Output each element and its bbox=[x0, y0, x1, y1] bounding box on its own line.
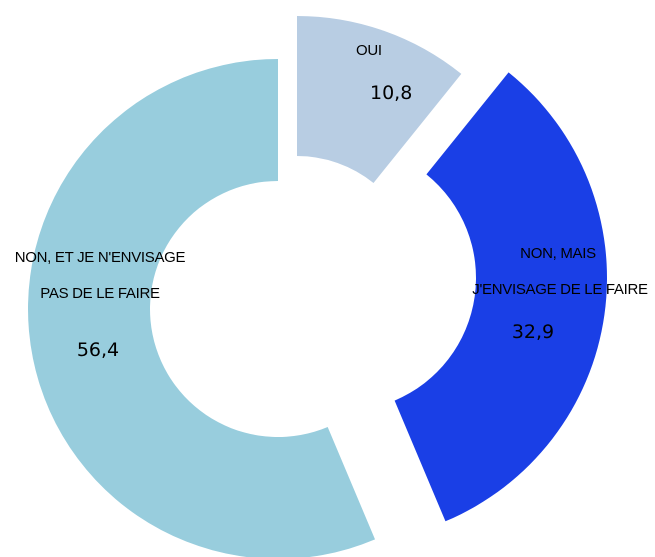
slice-1-value-label: 10,8 bbox=[370, 82, 412, 104]
donut-slice-1 bbox=[297, 16, 462, 183]
slice-2-category-label: J'ENVISAGE DE LE FAIRE bbox=[472, 281, 648, 298]
slice-2-category-label: NON, MAIS bbox=[520, 245, 596, 262]
slice-1-category-label: OUI bbox=[356, 42, 382, 59]
donut-slice-3 bbox=[28, 59, 376, 557]
slice-2-value-label: 32,9 bbox=[512, 321, 554, 343]
slice-3-value-label: 56,4 bbox=[77, 339, 119, 361]
donut-slice-2 bbox=[394, 72, 607, 522]
slice-labels: OUI 10,8 NON, MAIS J'ENVISAGE DE LE FAIRE 32… bbox=[15, 42, 649, 361]
slice-3-category-label: NON, ET JE N'ENVISAGE bbox=[15, 249, 186, 266]
donut-slices bbox=[28, 16, 607, 557]
slice-3-category-label: PAS DE LE FAIRE bbox=[40, 285, 160, 302]
